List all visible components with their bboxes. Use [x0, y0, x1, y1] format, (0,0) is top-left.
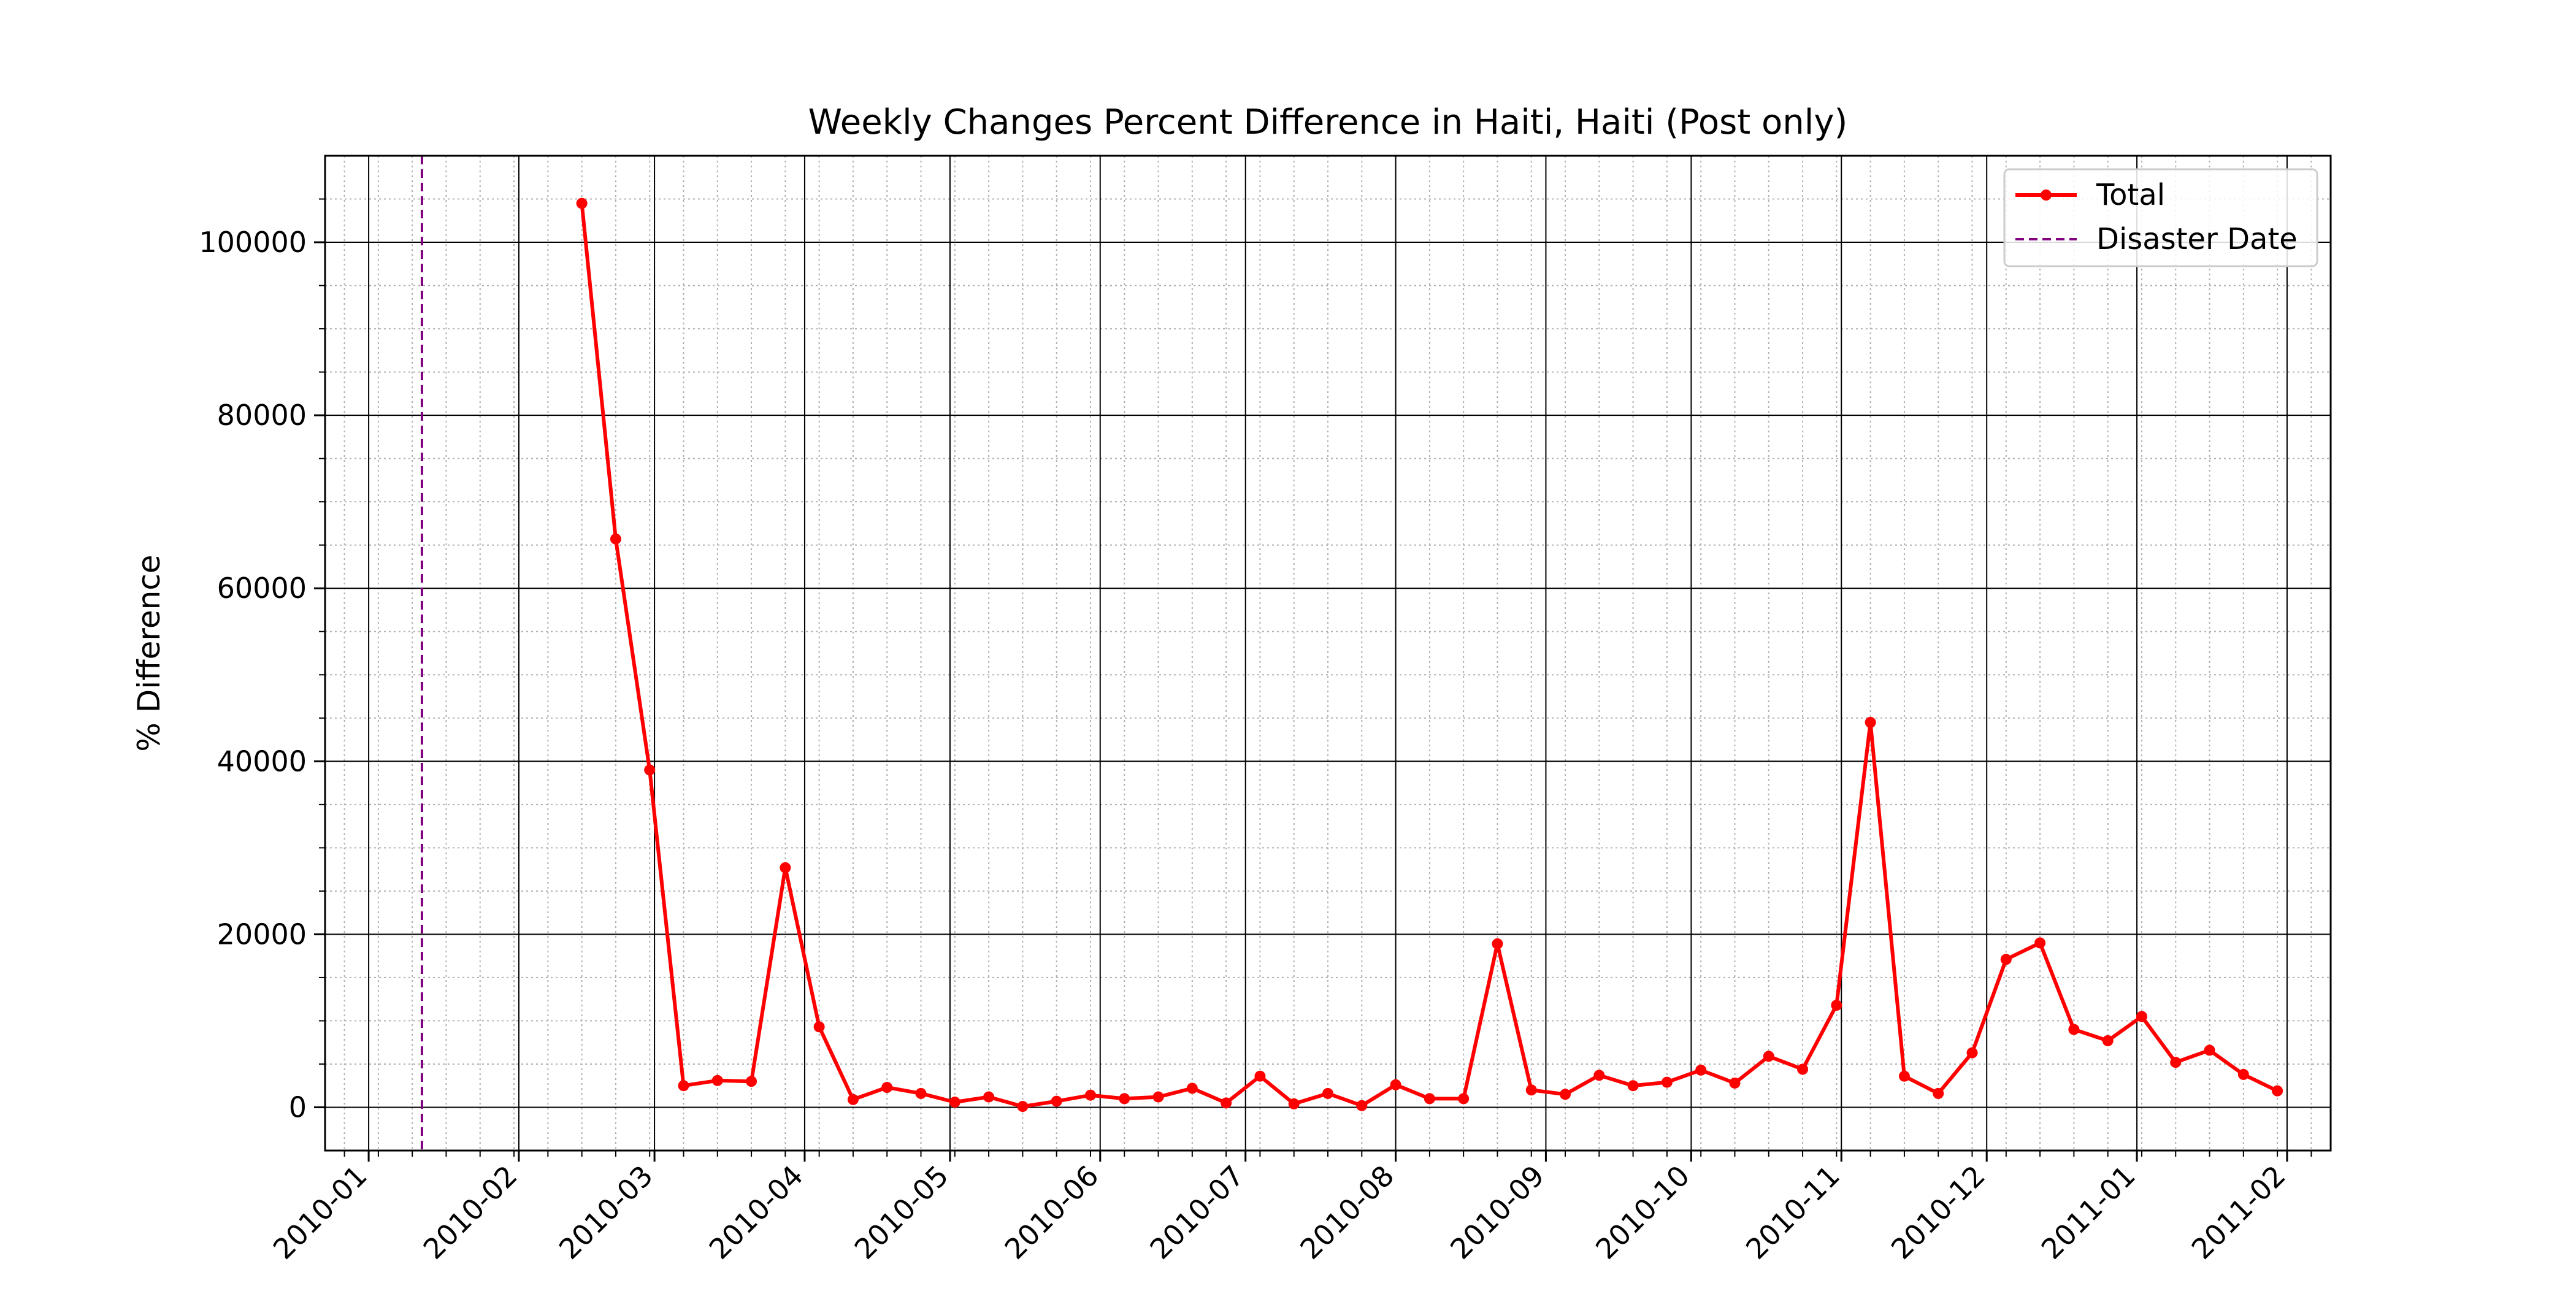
legend-box [2003, 168, 2318, 267]
data-point [1288, 1098, 1300, 1109]
data-point [1254, 1070, 1266, 1082]
data-point [1627, 1080, 1639, 1092]
data-point [847, 1094, 859, 1105]
data-point [2170, 1057, 2182, 1068]
data-point [1322, 1087, 1333, 1099]
plot-lines [420, 156, 2283, 1151]
y-tick-label: 60000 [217, 572, 307, 605]
data-point [1525, 1084, 1537, 1096]
legend-total-marker [2041, 190, 2052, 201]
y-tick-label: 80000 [217, 399, 307, 432]
data-point [983, 1091, 995, 1103]
data-point [1763, 1051, 1774, 1062]
data-point [610, 533, 621, 545]
y-tick-label: 20000 [217, 917, 307, 951]
data-point [644, 764, 656, 776]
data-point [1966, 1047, 1978, 1059]
data-point [1390, 1079, 1401, 1090]
data-point [1593, 1070, 1605, 1081]
y-axis-label: % Difference [131, 554, 167, 751]
legend-disaster-label: Disaster Date [2096, 222, 2298, 256]
data-point [949, 1097, 960, 1108]
data-point [1933, 1087, 1944, 1099]
data-point [1729, 1077, 1741, 1089]
data-point [1119, 1093, 1130, 1105]
legend: Total Disaster Date [2003, 168, 2318, 267]
data-point [780, 862, 791, 873]
data-point [915, 1087, 927, 1099]
chart-title: Weekly Changes Percent Difference in Hai… [808, 102, 1848, 142]
data-point [678, 1080, 689, 1092]
data-point [1831, 1000, 1842, 1011]
data-point [2034, 937, 2046, 949]
data-point [2000, 954, 2012, 965]
data-point [1356, 1100, 1368, 1111]
data-point [1186, 1082, 1198, 1094]
data-point [711, 1075, 723, 1086]
major-gridlines [325, 156, 2331, 1151]
data-point [746, 1076, 757, 1087]
data-point [1661, 1076, 1673, 1088]
data-point [1695, 1064, 1707, 1076]
plot-area-frame [324, 155, 2332, 1152]
y-tick-label: 100000 [199, 226, 307, 259]
data-point [1797, 1063, 1809, 1075]
data-point [2068, 1024, 2080, 1035]
data-point [2272, 1085, 2283, 1097]
y-tick-label: 0 [289, 1090, 307, 1124]
data-point [1152, 1091, 1164, 1103]
data-point [881, 1082, 893, 1094]
data-point [1492, 938, 1503, 949]
legend-total-label: Total [2096, 178, 2165, 212]
data-point [576, 197, 588, 209]
data-point [1017, 1101, 1029, 1113]
data-point [1865, 716, 1876, 728]
data-point [2136, 1011, 2147, 1022]
data-point [813, 1021, 825, 1033]
y-tick-label: 40000 [217, 745, 307, 778]
data-point [1560, 1089, 1571, 1100]
data-point [1051, 1095, 1062, 1107]
data-point [2102, 1035, 2114, 1046]
data-point [2237, 1068, 2249, 1080]
data-point [1898, 1070, 1910, 1082]
data-point [2204, 1044, 2215, 1056]
data-point [1221, 1097, 1232, 1109]
data-point [1084, 1089, 1096, 1101]
data-point [1458, 1093, 1470, 1105]
data-point [1424, 1093, 1435, 1105]
